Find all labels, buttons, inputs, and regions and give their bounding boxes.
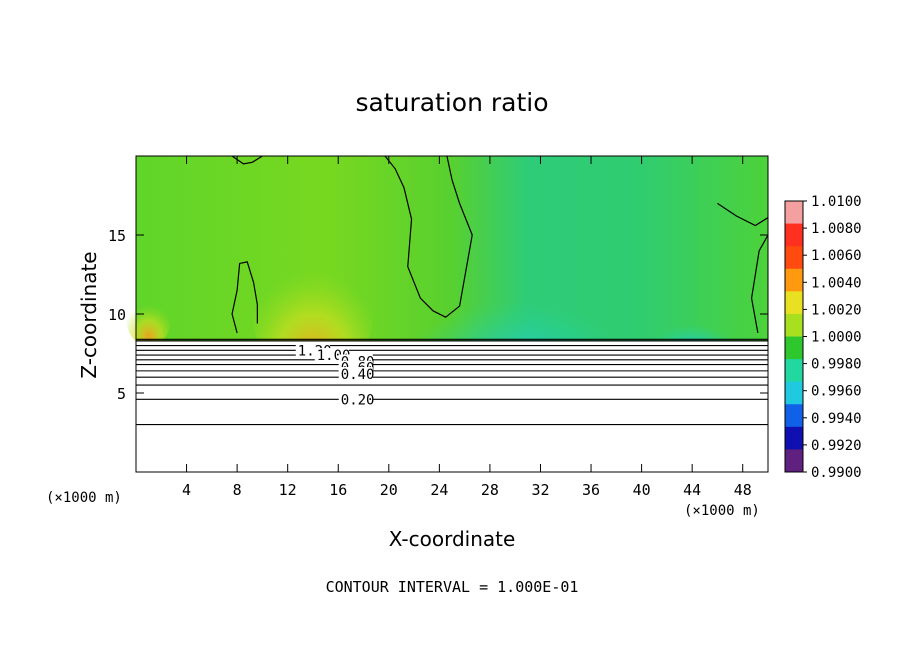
x-tick-label-5: 24 [430, 481, 448, 499]
colorbar-swatch-11 [785, 449, 803, 473]
contour-label-bg-4 [338, 367, 373, 381]
colorbar-label-10: 0.9900 [811, 465, 862, 481]
chart-title: saturation ratio [355, 88, 549, 117]
colorbar-swatch-7 [785, 359, 803, 383]
colorbar-label-9: 0.9920 [811, 438, 862, 454]
colorbar-swatch-3 [785, 268, 803, 292]
x-tick-label-0: 4 [182, 481, 191, 499]
x-tick-label-7: 32 [531, 481, 549, 499]
x-tick-label-3: 16 [329, 481, 347, 499]
x-tick-label-8: 36 [582, 481, 600, 499]
field-warm-region-left [126, 294, 171, 347]
colorbar-swatch-1 [785, 223, 803, 247]
x-axis-label: X-coordinate [388, 527, 516, 551]
colorbar-label-6: 0.9980 [811, 357, 862, 373]
colorbar-label-7: 0.9960 [811, 384, 862, 400]
colorbar-label-1: 1.0080 [811, 221, 862, 237]
y-tick-label-1: 10 [108, 306, 126, 324]
x-tick-label-4: 20 [380, 481, 398, 499]
x-tick-label-10: 44 [683, 481, 701, 499]
isoline-3 [231, 261, 258, 334]
colorbar-swatch-2 [785, 246, 803, 270]
colorbar-label-5: 1.0000 [811, 330, 862, 346]
contour-label-5: 0.20 [341, 392, 375, 408]
x-tick-label-9: 40 [633, 481, 651, 499]
colorbar-swatch-0 [785, 201, 803, 225]
colorbar-swatch-8 [785, 381, 803, 405]
colorbar-swatch-4 [785, 291, 803, 315]
x-axis-unit-right: (×1000 m) [684, 503, 760, 519]
colorbar-swatch-9 [785, 404, 803, 428]
isoline-1 [384, 155, 473, 318]
colorbar-swatch-6 [785, 336, 803, 360]
isoline-5 [750, 234, 769, 334]
colorbar-label-2: 1.0060 [811, 248, 862, 264]
colorbar-label-3: 1.0040 [811, 275, 862, 291]
contour-label-4: 0.40 [341, 367, 375, 383]
y-tick-label-2: 15 [108, 227, 126, 245]
x-tick-label-1: 8 [233, 481, 242, 499]
colorbar-swatch-5 [785, 313, 803, 337]
x-tick-label-6: 28 [481, 481, 499, 499]
colorbar-label-0: 1.0100 [811, 194, 862, 210]
contour-interval-note: CONTOUR INTERVAL = 1.000E-01 [325, 578, 579, 596]
x-tick-label-11: 48 [734, 481, 752, 499]
y-tick-label-0: 5 [117, 385, 126, 403]
x-axis-unit-left: (×1000 m) [46, 490, 122, 506]
isoline-4 [717, 202, 769, 227]
field-below-base [136, 340, 768, 472]
isoline-2 [231, 155, 263, 165]
colorbar-label-4: 1.0020 [811, 302, 862, 318]
colorbar-label-8: 0.9940 [811, 411, 862, 427]
x-tick-label-2: 12 [279, 481, 297, 499]
colorbar-swatch-10 [785, 426, 803, 450]
contour-label-bg-5 [338, 392, 373, 406]
